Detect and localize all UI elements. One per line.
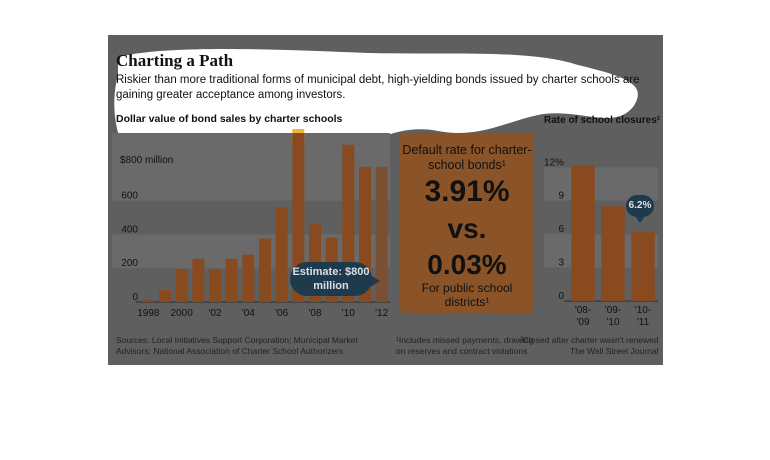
y-tick-label: 200 [121,258,138,269]
bond-sales-bar [209,269,221,302]
bond-sales-chart-title: Dollar value of bond sales by charter sc… [116,113,343,125]
page-title: Charting a Path [116,51,234,70]
closures-chart-title: Rate of school closures² [544,115,661,126]
public-default-rate: 0.03% [427,249,507,280]
y-unit-label: $800 million [120,155,173,166]
x-tick-label: '10 [606,317,619,325]
x-tick-label: 2000 [171,308,194,319]
bond-sales-bar [242,254,255,302]
footnote-1-line-1: ¹Includes missed payments, drawing [396,335,534,345]
bond-sales-bar [292,133,305,302]
bond-sales-bar [375,166,388,302]
closure-rate-bar [631,231,655,301]
y-tick-label: 6 [558,224,564,235]
default-rate-box: Default rate for charter-school bonds¹ 3… [400,133,534,313]
x-tick-label: '12 [375,308,388,319]
sources-line-2: Advisors; National Association of Charte… [116,346,344,356]
bond-sales-bar [275,207,288,302]
x-tick-label: '06 [275,308,288,319]
bond-sales-bar [192,258,205,302]
y-tick-label: 0 [558,291,564,302]
y-tick-label: 400 [121,224,138,235]
footnote-1-line-2: on reserves and contract violations [396,346,528,356]
closure-rate-badge-pointer [635,216,645,223]
x-tick-label: '09 [576,317,589,325]
y-tick-label: 600 [121,191,138,202]
bond-sales-bar [159,290,171,302]
x-tick-label: '08 [308,308,321,319]
x-tick-label: '08- [575,305,591,316]
versus-label: vs. [447,213,487,244]
estimate-callout-pointer [370,275,380,287]
y-tick-label: 9 [558,191,564,202]
bond-sales-bar [225,258,238,302]
closure-rate-bar [601,206,625,301]
x-tick-label: '11 [637,317,650,325]
y-tick-label: 12% [544,157,564,168]
x-tick-label: '04 [242,308,255,319]
footnote-2: ²Closed after charter wasn't renewed [520,335,659,345]
publisher-credit: The Wall Street Journal [570,346,659,356]
x-tick-label: '10- [635,305,651,316]
infographic-panel: Charting a Path Riskier than more tradit… [108,35,663,365]
x-tick-label: '09- [605,305,621,316]
x-tick-label: 1998 [137,308,160,319]
x-tick-label: '02 [208,308,221,319]
closure-rate-badge: 6.2% [626,195,654,217]
public-default-label: For public school districts¹ [421,281,513,309]
y-tick-label: 0 [132,292,138,303]
estimate-callout: Estimate: $800 million [290,262,372,296]
school-closures-chart: 0 3 6 9 12% '08-'09 '09-'10 '10-'11 [544,157,658,325]
sources-line-1: Sources: Local Initiatives Support Corpo… [116,335,358,345]
bond-sales-bar [259,238,271,302]
default-rate-title: Default rate for charter-school bonds¹ [402,143,532,172]
x-tick-label: '10 [342,308,355,319]
closure-rate-bar [571,165,595,301]
bond-sales-bar [142,299,155,302]
charter-default-rate: 3.91% [424,175,510,208]
page-subtitle: Riskier than more traditional forms of m… [116,74,640,101]
bond-sales-bar [175,269,188,302]
y-tick-label: 3 [558,258,564,269]
